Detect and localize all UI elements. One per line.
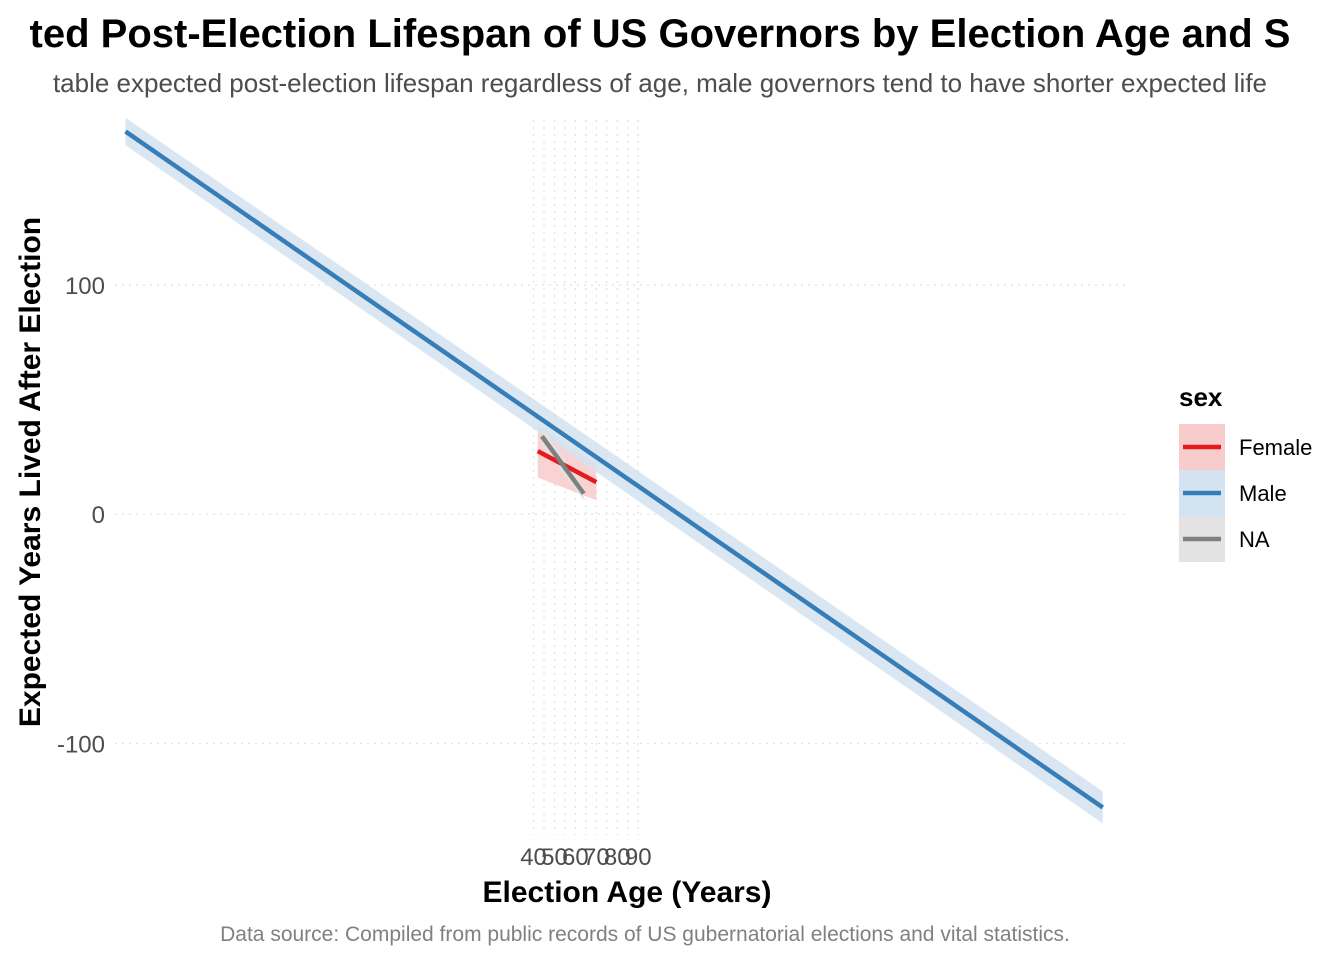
y-tick-label-1: 0	[92, 502, 105, 529]
x-tick-label-0: 40	[520, 844, 547, 871]
line-male	[124, 129, 1105, 810]
line-na	[540, 434, 586, 495]
legend: sex Female Male NA	[1179, 382, 1312, 562]
x-axis-title: Election Age (Years)	[483, 876, 772, 909]
x-tick-label-1: 50	[541, 844, 568, 871]
legend-item-female: Female	[1179, 424, 1312, 470]
y-axis-title: Expected Years Lived After Election	[14, 217, 47, 727]
series-lines	[124, 129, 1105, 810]
legend-title: sex	[1179, 382, 1223, 412]
caption: Data source: Compiled from public record…	[220, 923, 1070, 946]
legend-item-male: Male	[1179, 470, 1287, 516]
chart-subtitle: table expected post-election lifespan re…	[53, 68, 1267, 98]
legend-label: Male	[1239, 481, 1287, 506]
x-tick-label-4: 80	[604, 844, 631, 871]
y-tick-labels: -100 0 100	[57, 273, 105, 758]
x-tick-label-2: 60	[562, 844, 589, 871]
y-tick-label-2: 100	[65, 273, 105, 300]
x-tick-label-5: 90	[625, 844, 652, 871]
x-tick-label-3: 70	[583, 844, 610, 871]
legend-item-na: NA	[1179, 516, 1270, 562]
y-tick-label-0: -100	[57, 731, 105, 758]
legend-label: NA	[1239, 527, 1270, 552]
legend-label: Female	[1239, 435, 1312, 460]
chart-title: ted Post-Election Lifespan of US Governo…	[30, 12, 1291, 56]
line-female	[536, 449, 598, 485]
y-gridlines	[115, 284, 1130, 744]
